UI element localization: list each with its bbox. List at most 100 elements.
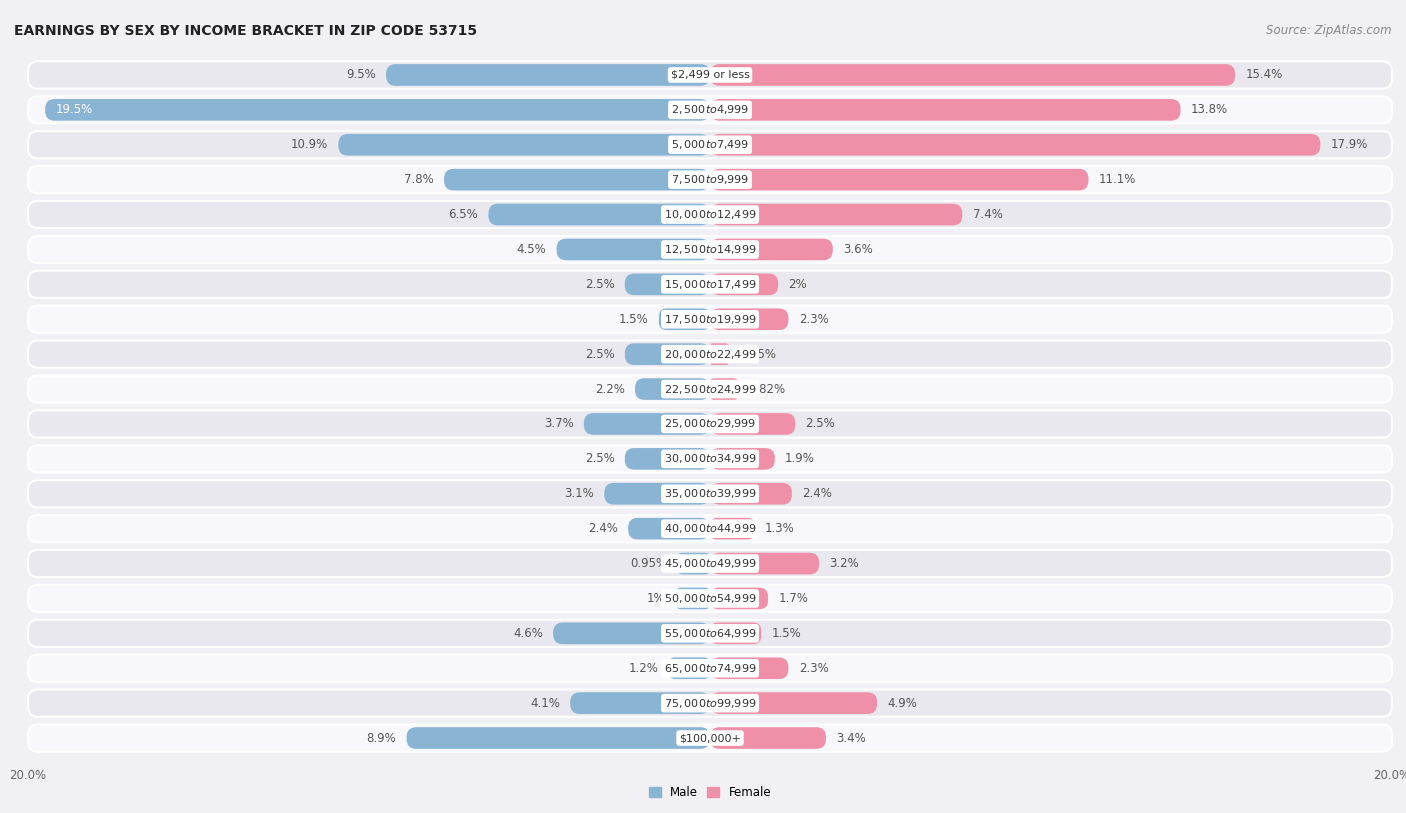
Text: $10,000 to $12,499: $10,000 to $12,499: [664, 208, 756, 221]
Text: $12,500 to $14,999: $12,500 to $14,999: [664, 243, 756, 256]
FancyBboxPatch shape: [28, 166, 1392, 193]
FancyBboxPatch shape: [406, 727, 710, 749]
Text: 15.4%: 15.4%: [1246, 68, 1282, 81]
FancyBboxPatch shape: [28, 480, 1392, 507]
FancyBboxPatch shape: [710, 99, 1181, 120]
Text: $75,000 to $99,999: $75,000 to $99,999: [664, 697, 756, 710]
FancyBboxPatch shape: [710, 343, 728, 365]
Text: 8.9%: 8.9%: [367, 732, 396, 745]
FancyBboxPatch shape: [605, 483, 710, 505]
FancyBboxPatch shape: [710, 204, 962, 225]
Text: 4.9%: 4.9%: [887, 697, 917, 710]
FancyBboxPatch shape: [710, 553, 820, 574]
Text: 3.1%: 3.1%: [564, 487, 595, 500]
FancyBboxPatch shape: [28, 620, 1392, 647]
FancyBboxPatch shape: [710, 239, 832, 260]
FancyBboxPatch shape: [710, 378, 738, 400]
Text: 1.2%: 1.2%: [628, 662, 659, 675]
Text: 1%: 1%: [647, 592, 665, 605]
FancyBboxPatch shape: [710, 308, 789, 330]
FancyBboxPatch shape: [710, 413, 796, 435]
FancyBboxPatch shape: [636, 378, 710, 400]
FancyBboxPatch shape: [28, 689, 1392, 717]
FancyBboxPatch shape: [28, 654, 1392, 682]
FancyBboxPatch shape: [710, 518, 755, 540]
FancyBboxPatch shape: [710, 588, 768, 609]
Text: $50,000 to $54,999: $50,000 to $54,999: [664, 592, 756, 605]
Text: 7.8%: 7.8%: [404, 173, 434, 186]
FancyBboxPatch shape: [710, 169, 1088, 190]
Text: 1.7%: 1.7%: [779, 592, 808, 605]
Text: 2.3%: 2.3%: [799, 662, 828, 675]
Text: 13.8%: 13.8%: [1191, 103, 1227, 116]
FancyBboxPatch shape: [624, 343, 710, 365]
Text: 4.5%: 4.5%: [516, 243, 547, 256]
Text: 3.7%: 3.7%: [544, 417, 574, 430]
Text: 2.5%: 2.5%: [806, 417, 835, 430]
FancyBboxPatch shape: [710, 658, 789, 679]
Text: 2.4%: 2.4%: [801, 487, 832, 500]
Text: 1.5%: 1.5%: [772, 627, 801, 640]
FancyBboxPatch shape: [28, 201, 1392, 228]
Text: 2.4%: 2.4%: [588, 522, 619, 535]
FancyBboxPatch shape: [710, 623, 761, 644]
Text: EARNINGS BY SEX BY INCOME BRACKET IN ZIP CODE 53715: EARNINGS BY SEX BY INCOME BRACKET IN ZIP…: [14, 24, 477, 38]
Text: $2,499 or less: $2,499 or less: [671, 70, 749, 80]
Text: 11.1%: 11.1%: [1098, 173, 1136, 186]
Text: 3.2%: 3.2%: [830, 557, 859, 570]
FancyBboxPatch shape: [28, 376, 1392, 402]
FancyBboxPatch shape: [28, 96, 1392, 124]
FancyBboxPatch shape: [710, 693, 877, 714]
FancyBboxPatch shape: [710, 727, 825, 749]
Text: 17.9%: 17.9%: [1330, 138, 1368, 151]
FancyBboxPatch shape: [28, 236, 1392, 263]
FancyBboxPatch shape: [28, 341, 1392, 367]
FancyBboxPatch shape: [28, 411, 1392, 437]
Text: 2.3%: 2.3%: [799, 313, 828, 326]
FancyBboxPatch shape: [710, 273, 779, 295]
Text: 2%: 2%: [789, 278, 807, 291]
FancyBboxPatch shape: [28, 446, 1392, 472]
Text: 1.9%: 1.9%: [785, 452, 815, 465]
FancyBboxPatch shape: [659, 308, 710, 330]
Text: 9.5%: 9.5%: [346, 68, 375, 81]
FancyBboxPatch shape: [488, 204, 710, 225]
Text: 1.3%: 1.3%: [765, 522, 794, 535]
Text: 2.5%: 2.5%: [585, 278, 614, 291]
Text: $40,000 to $44,999: $40,000 to $44,999: [664, 522, 756, 535]
FancyBboxPatch shape: [628, 518, 710, 540]
Text: $65,000 to $74,999: $65,000 to $74,999: [664, 662, 756, 675]
FancyBboxPatch shape: [676, 588, 710, 609]
FancyBboxPatch shape: [339, 134, 710, 155]
Text: $45,000 to $49,999: $45,000 to $49,999: [664, 557, 756, 570]
Text: 1.5%: 1.5%: [619, 313, 648, 326]
FancyBboxPatch shape: [28, 61, 1392, 89]
FancyBboxPatch shape: [678, 553, 710, 574]
FancyBboxPatch shape: [28, 131, 1392, 159]
Text: $35,000 to $39,999: $35,000 to $39,999: [664, 487, 756, 500]
Text: 0.82%: 0.82%: [748, 383, 786, 396]
FancyBboxPatch shape: [28, 306, 1392, 333]
Legend: Male, Female: Male, Female: [644, 781, 776, 803]
FancyBboxPatch shape: [669, 658, 710, 679]
Text: 10.9%: 10.9%: [291, 138, 328, 151]
FancyBboxPatch shape: [387, 64, 710, 86]
FancyBboxPatch shape: [28, 585, 1392, 612]
Text: $25,000 to $29,999: $25,000 to $29,999: [664, 417, 756, 430]
Text: 2.5%: 2.5%: [585, 348, 614, 361]
Text: 0.95%: 0.95%: [630, 557, 668, 570]
Text: 2.5%: 2.5%: [585, 452, 614, 465]
FancyBboxPatch shape: [583, 413, 710, 435]
Text: $15,000 to $17,499: $15,000 to $17,499: [664, 278, 756, 291]
Text: 3.6%: 3.6%: [844, 243, 873, 256]
FancyBboxPatch shape: [710, 64, 1234, 86]
Text: 4.6%: 4.6%: [513, 627, 543, 640]
Text: 0.55%: 0.55%: [740, 348, 776, 361]
Text: $22,500 to $24,999: $22,500 to $24,999: [664, 383, 756, 396]
FancyBboxPatch shape: [624, 448, 710, 470]
FancyBboxPatch shape: [28, 724, 1392, 752]
FancyBboxPatch shape: [28, 515, 1392, 542]
FancyBboxPatch shape: [710, 448, 775, 470]
FancyBboxPatch shape: [553, 623, 710, 644]
FancyBboxPatch shape: [45, 99, 710, 120]
